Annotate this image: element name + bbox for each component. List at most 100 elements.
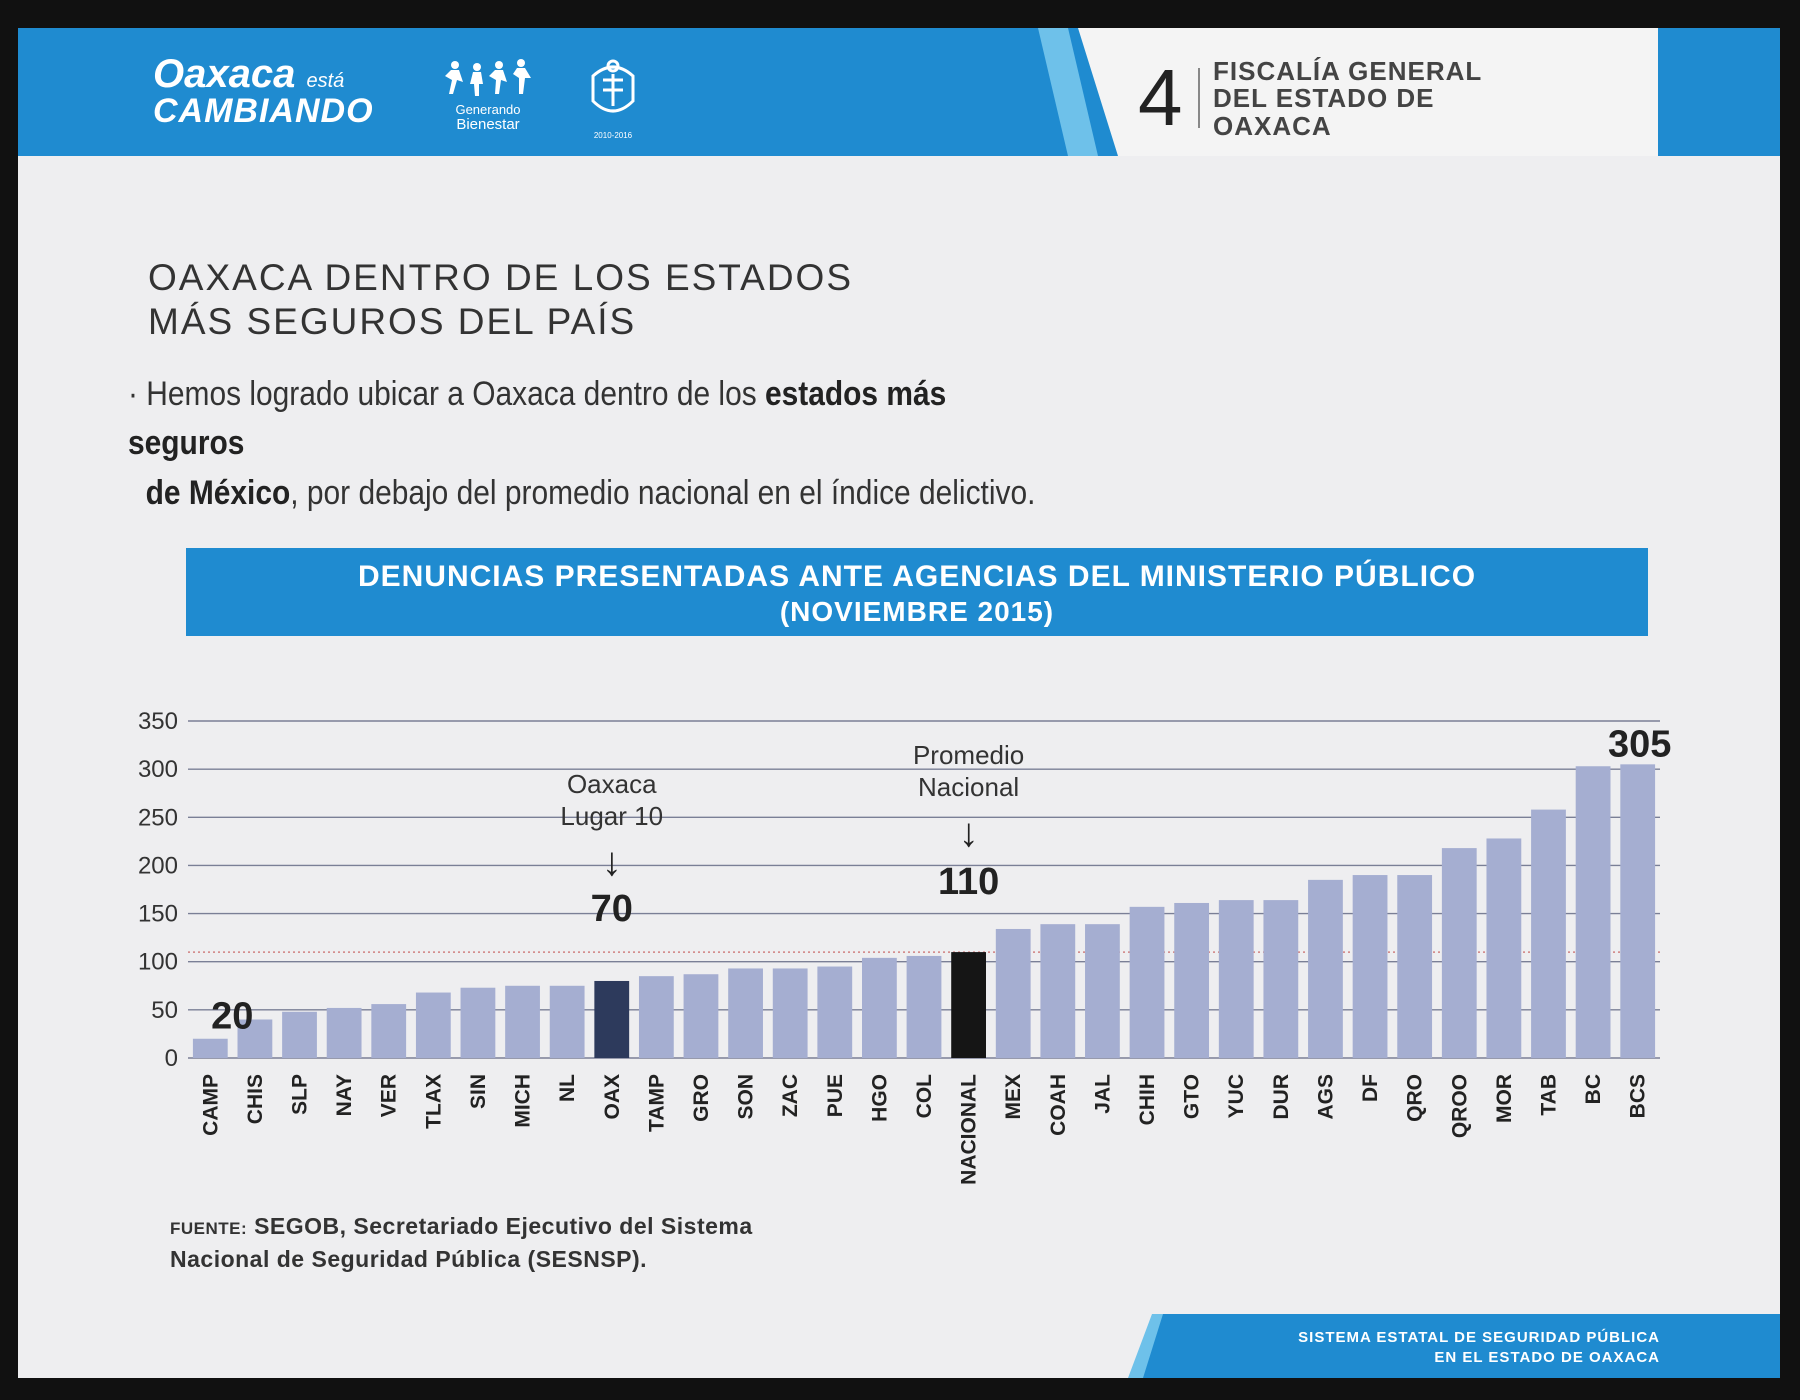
- x-tick-label: NAY: [333, 1074, 356, 1116]
- x-tick-label: GTO: [1181, 1074, 1204, 1119]
- x-tick-label: NACIONAL: [958, 1074, 981, 1185]
- footer-text: SISTEMA ESTATAL DE SEGURIDAD PÚBLICA EN …: [1298, 1328, 1660, 1367]
- chapter-title: FISCALÍA GENERAL DEL ESTADO DE OAXACA: [1213, 56, 1483, 141]
- bar-gto: [1174, 902, 1210, 1058]
- footer-bar: [1143, 1314, 1780, 1378]
- bar-son: [728, 968, 763, 1058]
- bar-tlax: [415, 992, 451, 1058]
- bar-df: [1352, 875, 1388, 1058]
- source-text: SEGOB, Secretariado Ejecutivo del Sistem…: [254, 1213, 753, 1239]
- logo-word-cambiando: CAMBIANDO: [153, 92, 374, 130]
- logo-word-esta: está: [306, 70, 345, 92]
- x-tick-label: SIN: [467, 1074, 490, 1109]
- value-label: 20: [211, 996, 253, 1038]
- bar-hgo: [861, 957, 897, 1058]
- chapter-divider: [1198, 68, 1200, 128]
- bar-bcs: [1620, 764, 1656, 1058]
- bar-jal: [1085, 924, 1120, 1058]
- bar-ags: [1308, 879, 1343, 1058]
- x-tick-label: OAX: [601, 1074, 624, 1120]
- annotation-label: Nacional: [918, 772, 1019, 802]
- bienestar-label: Bienestar: [456, 115, 520, 133]
- value-label: 305: [1608, 723, 1671, 765]
- bullet-point: · Hemos logrado ubicar a Oaxaca dentro d…: [128, 370, 1052, 518]
- bar-mor: [1486, 838, 1522, 1058]
- x-tick-label: YUC: [1225, 1074, 1248, 1118]
- bullet-marker: ·: [128, 375, 138, 413]
- bar-dur: [1263, 900, 1299, 1058]
- y-tick-label: 250: [138, 804, 178, 831]
- source-note: FUENTE: SEGOB, Secretariado Ejecutivo de…: [170, 1210, 753, 1277]
- x-tick-label: PUE: [824, 1074, 847, 1117]
- slide: Oaxaca está CAMBIANDO Generando Bienesta…: [18, 28, 1780, 1378]
- x-tick-label: AGS: [1314, 1074, 1337, 1120]
- x-tick-label: MOR: [1493, 1074, 1516, 1123]
- x-tick-label: COL: [913, 1074, 936, 1119]
- x-tick-label: QROO: [1448, 1074, 1471, 1138]
- bar-nacional: [951, 952, 987, 1058]
- generando-label: Generando: [455, 102, 521, 117]
- bar-oax: [594, 980, 630, 1058]
- bar-sin: [460, 987, 496, 1058]
- y-tick-label: 150: [138, 901, 178, 928]
- x-tick-label: ZAC: [779, 1074, 802, 1117]
- x-tick-label: TAB: [1537, 1074, 1560, 1116]
- value-label: 70: [591, 888, 633, 930]
- chapter-title-line: FISCALÍA GENERAL: [1213, 56, 1483, 86]
- chapter-title-line: DEL ESTADO DE: [1213, 83, 1435, 114]
- headline-line: OAXACA DENTRO DE LOS ESTADOS: [148, 257, 854, 298]
- headline-line: MÁS SEGUROS DEL PAÍS: [148, 301, 637, 343]
- bar-mich: [505, 985, 540, 1058]
- x-tick-label: VER: [378, 1074, 401, 1117]
- chart-title-banner: DENUNCIAS PRESENTADAS ANTE AGENCIAS DEL …: [186, 548, 1648, 636]
- bar-qro: [1397, 875, 1433, 1058]
- chart-title: DENUNCIAS PRESENTADAS ANTE AGENCIAS DEL …: [357, 560, 1477, 593]
- source-label: FUENTE:: [170, 1219, 248, 1238]
- x-tick-label: BCS: [1627, 1074, 1650, 1118]
- x-tick-label: DF: [1359, 1074, 1382, 1102]
- people-icon: [445, 59, 531, 96]
- seal-icon: [591, 59, 635, 113]
- annotation-label: Promedio: [913, 740, 1024, 770]
- y-tick-label: 50: [151, 997, 178, 1024]
- bar-mex: [995, 928, 1031, 1058]
- x-tick-label: HGO: [868, 1074, 891, 1122]
- x-tick-label: QRO: [1404, 1074, 1427, 1122]
- chapter-title-line: OAXACA: [1213, 110, 1332, 141]
- x-tick-label: COAH: [1047, 1074, 1070, 1136]
- y-tick-label: 0: [165, 1045, 178, 1072]
- bar-gro: [683, 974, 719, 1058]
- seal-years: 2010-2016: [593, 131, 633, 140]
- x-tick-label: BC: [1582, 1074, 1605, 1104]
- x-tick-label: SLP: [289, 1074, 312, 1115]
- bar-chis: [237, 1019, 273, 1058]
- annotation-arrow: ↓: [602, 840, 622, 884]
- footer-line: SISTEMA ESTATAL DE SEGURIDAD PÚBLICA: [1298, 1329, 1660, 1346]
- bar-coah: [1040, 924, 1076, 1058]
- bar-slp: [282, 1011, 317, 1058]
- bar-col: [906, 955, 942, 1058]
- bar-nay: [326, 1007, 362, 1058]
- state-seal-logo: 2010-2016: [583, 56, 643, 140]
- bullet-bold: estados más seguros: [128, 375, 947, 463]
- bullet-text: Hemos logrado ubicar a Oaxaca dentro de …: [146, 375, 765, 413]
- x-tick-label: SON: [735, 1074, 758, 1120]
- bar-zac: [772, 968, 808, 1058]
- y-tick-label: 300: [138, 756, 178, 783]
- bar-nl: [549, 985, 585, 1058]
- annotation-label: Lugar 10: [560, 801, 663, 831]
- x-tick-label: CAMP: [199, 1074, 222, 1136]
- bar-qroo: [1441, 848, 1477, 1058]
- source-text: Nacional de Seguridad Pública (SESNSP).: [170, 1246, 648, 1273]
- value-label: 110: [938, 861, 999, 903]
- y-tick-label: 100: [138, 949, 178, 976]
- x-tick-label: NL: [556, 1074, 579, 1102]
- bar-tamp: [638, 976, 674, 1058]
- annotation-label: Oaxaca: [567, 769, 657, 799]
- bar-yuc: [1218, 900, 1254, 1058]
- x-tick-label: MEX: [1002, 1074, 1025, 1120]
- x-tick-label: TAMP: [645, 1074, 668, 1132]
- bullet-text: , por debajo del promedio nacional en el…: [290, 473, 1036, 512]
- bar-tab: [1531, 809, 1566, 1058]
- bar-pue: [817, 966, 853, 1058]
